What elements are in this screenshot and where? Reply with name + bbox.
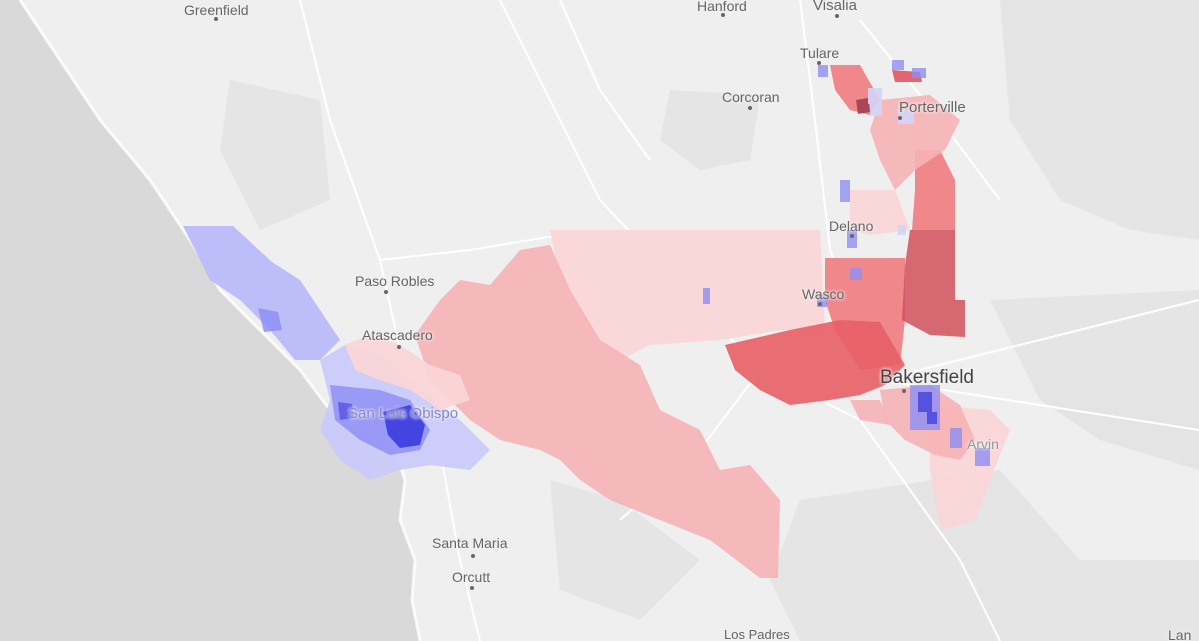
place-label-tulare: Tulare [800, 45, 840, 61]
place-label-delano: Delano [829, 218, 874, 234]
place-dot-wasco [818, 302, 822, 306]
terrain [220, 0, 1199, 641]
precinct-dem-slo-small [338, 402, 354, 420]
place-label-corcoran: Corcoran [722, 89, 780, 105]
place-dot-visalia [835, 14, 839, 18]
place-label-porterville: Porterville [899, 99, 966, 116]
place-dot-hanford [721, 13, 725, 17]
precinct-dem-coast [183, 226, 340, 360]
precinct-dem-light-inland [868, 88, 914, 235]
precinct-rep-dark-east [902, 230, 965, 337]
place-label-paso-robles: Paso Robles [355, 273, 435, 289]
place-dot-porterville [898, 116, 902, 120]
place-label-arvin: Arvin [967, 436, 999, 452]
place-label-san-luis-obispo: San Luis Obispo [348, 405, 459, 422]
place-label-greenfield: Greenfield [184, 2, 249, 18]
place-dot-bakersfield [902, 389, 906, 393]
precinct-dem-slo-core [383, 405, 425, 448]
precinct-rep-mid-porterville-south [912, 150, 955, 230]
precinct-rep-light-porterville [870, 95, 960, 190]
place-label-santa-maria: Santa Maria [432, 535, 508, 551]
precinct-rep-light-south [850, 400, 890, 425]
place-label-wasco: Wasco [802, 286, 845, 302]
place-dot-santa-maria [471, 554, 475, 558]
place-label-hanford: Hanford [697, 0, 747, 14]
place-dot-atascadero [397, 345, 401, 349]
coastline [18, 0, 422, 641]
precinct-dem-dark-bakersfield [918, 392, 937, 424]
place-label-visalia: Visalia [813, 0, 857, 14]
precinct-rep-light-main [415, 245, 780, 578]
place-dot-greenfield [214, 17, 218, 21]
place-label-bakersfield: Bakersfield [880, 367, 974, 388]
place-label-los-padres: Los Padres [724, 627, 790, 641]
place-label-atascadero: Atascadero [362, 327, 433, 343]
precinct-rep-pale-west [345, 335, 470, 410]
place-dot-orcutt [470, 586, 474, 590]
place-dot-paso-robles [384, 290, 388, 294]
place-dot-tulare [817, 61, 821, 65]
precinct-rep-darkest-tulare [856, 98, 870, 114]
precinct-dem-coast-small [258, 308, 282, 332]
place-label-lan: Lan [1168, 627, 1192, 641]
precinct-rep-pale-delano [850, 190, 910, 235]
precinct-rep-mid-bakersfield-west [725, 320, 905, 405]
place-dot-corcoran [748, 106, 752, 110]
precinct-rep-pale-north [550, 230, 825, 360]
place-label-orcutt: Orcutt [452, 569, 491, 585]
place-dot-delano [850, 234, 854, 238]
